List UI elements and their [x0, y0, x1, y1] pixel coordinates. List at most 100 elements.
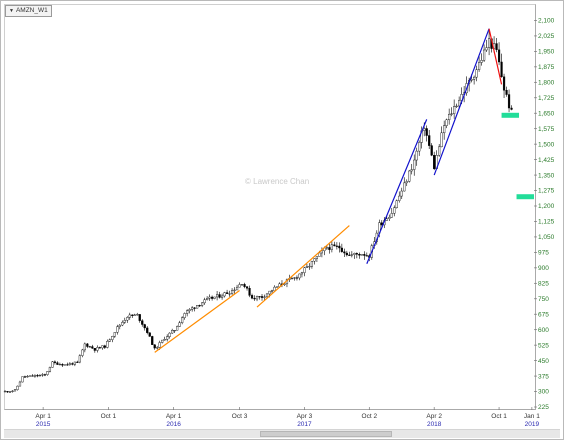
candle-body — [290, 278, 294, 280]
candle-body — [393, 207, 396, 214]
candle-body — [363, 254, 366, 256]
candle-body — [428, 135, 431, 146]
candle-body — [56, 362, 59, 365]
collapse-triangle-icon[interactable]: ▼ — [9, 8, 14, 14]
candle-body — [485, 47, 488, 51]
y-tick-label: 525 — [538, 342, 549, 349]
candle-body — [220, 295, 224, 298]
candle-body — [365, 255, 368, 257]
candle-body — [473, 76, 476, 80]
candle-body — [390, 213, 393, 218]
candle-body — [41, 374, 44, 376]
candle-body — [318, 252, 321, 257]
level-marker — [501, 112, 520, 118]
trend-line-orange — [256, 225, 350, 308]
candle-body — [360, 254, 363, 256]
y-tick-label: 450 — [538, 358, 549, 365]
candle-body — [453, 106, 456, 114]
candle-body — [48, 367, 52, 372]
candle-body — [418, 142, 421, 152]
x-year-label: 2019 — [525, 421, 540, 428]
y-tick-label: 2,025 — [538, 33, 555, 40]
candle-body — [238, 284, 241, 288]
y-tick-label: 750 — [538, 296, 549, 303]
candle-body — [16, 385, 19, 390]
candle-body — [208, 296, 211, 299]
candle-body — [330, 244, 333, 250]
candle-body — [298, 273, 301, 279]
candle-body — [66, 364, 69, 366]
candle-body — [168, 332, 171, 337]
candle-body — [405, 181, 408, 184]
candle-body — [156, 347, 159, 349]
candle-body — [475, 69, 478, 78]
candle-body — [335, 245, 338, 247]
candle-body — [106, 341, 109, 348]
candle-body — [136, 314, 139, 316]
candle-body — [293, 277, 296, 279]
candle-body — [11, 390, 14, 392]
candle-body — [273, 286, 276, 291]
candle-body — [338, 245, 341, 249]
candle-body — [218, 294, 221, 298]
horizontal-scrollbar[interactable] — [4, 429, 560, 438]
candle-body — [166, 336, 169, 340]
trend-line-blue — [433, 28, 490, 176]
candle-body — [410, 169, 413, 172]
candle-body — [233, 289, 236, 291]
symbol-tab[interactable]: ▼ AMZN_W1 — [5, 5, 52, 17]
candle-body — [355, 253, 358, 255]
plot-area[interactable] — [4, 4, 536, 410]
candle-body — [398, 195, 401, 201]
y-tick-label: 1,350 — [538, 172, 555, 179]
candle-body — [71, 363, 74, 365]
candle-body — [6, 391, 9, 393]
candle-body — [101, 345, 104, 349]
y-tick-label: 375 — [538, 373, 549, 380]
candle-body — [73, 361, 76, 365]
candle-body — [8, 391, 12, 393]
candle-body — [423, 128, 426, 131]
candle-body — [18, 381, 22, 387]
candle-body — [26, 376, 29, 378]
candle-body — [415, 150, 418, 161]
candle-body — [28, 375, 32, 377]
candle-body — [173, 330, 176, 332]
candle-body — [96, 347, 99, 351]
candle-body — [3, 391, 7, 393]
candle-body — [315, 256, 319, 259]
candle-body — [188, 309, 191, 311]
x-tick-label: Jan 1 — [524, 413, 540, 420]
candle-body — [123, 320, 126, 323]
candle-body — [385, 218, 388, 221]
candle-body — [255, 296, 259, 300]
candle-body — [408, 170, 411, 182]
candle-body — [458, 100, 461, 107]
candle-body — [86, 343, 89, 347]
candle-body — [270, 290, 274, 292]
candle-body — [153, 344, 156, 349]
y-tick-label: 1,950 — [538, 49, 555, 56]
candle-body — [350, 254, 353, 256]
candle-body — [126, 317, 129, 321]
y-tick-label: 225 — [538, 404, 549, 411]
candle-body — [81, 349, 84, 356]
candle-body — [138, 314, 141, 321]
candle-body — [63, 364, 66, 366]
y-tick-label: 975 — [538, 250, 549, 257]
candle-body — [343, 251, 346, 254]
y-tick-label: 1,275 — [538, 188, 555, 195]
candle-body — [275, 286, 279, 288]
candle-body — [455, 105, 458, 107]
candle-body — [388, 217, 391, 219]
candle-body — [13, 389, 17, 392]
candle-body — [348, 254, 351, 256]
candle-body — [353, 253, 356, 255]
candle-body — [263, 296, 266, 298]
candle-body — [240, 284, 244, 286]
candle-body — [225, 292, 229, 294]
candle-body — [198, 305, 201, 307]
scrollbar-thumb[interactable] — [260, 431, 392, 437]
watermark: © Lawrence Chan — [245, 177, 310, 186]
